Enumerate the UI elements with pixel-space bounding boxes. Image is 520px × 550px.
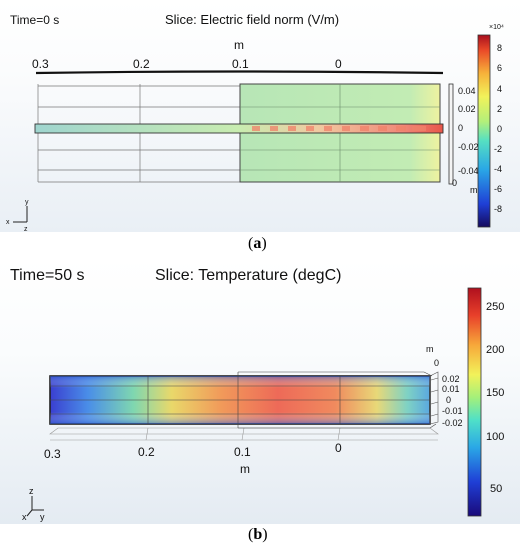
y-tick-label: 0.01 [442, 384, 460, 394]
colorbar-tick-label: -2 [494, 144, 502, 154]
colorbar-tick-label: -6 [494, 184, 502, 194]
colorbar-ticks: 250 200 150 100 50 [486, 301, 504, 495]
y-ticks: 0.02 0.01 0 -0.01 -0.02 [442, 374, 463, 428]
caption-b: (b) [248, 526, 268, 543]
triad-z-label: z [24, 226, 28, 232]
x-ticks: 0.3 0.2 0.1 0 [44, 441, 342, 461]
y-tick-label: -0.02 [458, 142, 479, 152]
time-label: Time=0 s [10, 13, 59, 27]
floor-grid [49, 427, 439, 441]
caption-letter: a [253, 235, 262, 252]
x-axis-unit: m [234, 38, 244, 52]
x-axis-line [35, 70, 444, 75]
x-axis-unit: m [240, 462, 250, 476]
x-tick-label: 0.3 [32, 57, 49, 71]
colorbar-tick-label: 100 [486, 431, 504, 443]
grid-lines [37, 84, 240, 183]
x-tick-label: 0 [335, 441, 342, 455]
figure-panel-b: Time=50 s Slice: Temperature (degC) [0, 258, 520, 524]
y-scale-bar [448, 83, 454, 185]
colorbar-tick-label: 250 [486, 301, 504, 313]
y-tick-label: 0 [446, 395, 451, 405]
colorbar-tick-label: 2 [497, 104, 502, 114]
colorbar-ticks: 8 6 4 2 0 -2 -4 -6 -8 [494, 43, 502, 214]
time-label: Time=50 s [10, 267, 85, 284]
colorbar [467, 287, 482, 517]
figure-panel-a: Time=0 s Slice: Electric field norm (V/m… [0, 0, 520, 232]
plot-title: Slice: Temperature (degC) [155, 267, 341, 284]
caption-letter: b [253, 526, 263, 543]
y-tick-label: 0.02 [442, 374, 460, 384]
triad-z-label: z [29, 486, 34, 496]
x-tick-label: 0 [335, 57, 342, 71]
y-tick-label: 0.02 [458, 104, 476, 114]
y-tick-label: -0.02 [442, 418, 463, 428]
triad-y-label: y [40, 512, 45, 522]
y-axis-unit: m [426, 344, 434, 354]
triad-x-label: x [22, 512, 27, 522]
x-tick-label: 0.1 [234, 445, 251, 459]
colorbar-tick-label: 150 [486, 387, 504, 399]
z-tick-label: 0 [452, 178, 457, 188]
waveguide [34, 123, 444, 134]
axis-triad-icon [26, 496, 44, 517]
colorbar-tick-label: 4 [497, 84, 502, 94]
y-tick-label: -0.04 [458, 166, 479, 176]
electric-field-plot: Time=0 s Slice: Electric field norm (V/m… [6, 12, 504, 232]
colorbar-tick-label: -4 [494, 164, 502, 174]
triad-x-label: x [6, 219, 10, 226]
z-tick-label: 0 [434, 358, 439, 368]
x-tick-label: 0.2 [133, 57, 150, 71]
x-tick-label: 0.2 [138, 445, 155, 459]
temperature-plot: Time=50 s Slice: Temperature (degC) [10, 267, 504, 522]
triad-y-label: y [25, 199, 29, 206]
side-scale [429, 371, 439, 425]
colorbar-tick-label: 8 [497, 43, 502, 53]
colorbar-tick-label: 6 [497, 63, 502, 73]
colorbar-exponent: ×10⁴ [489, 24, 504, 31]
plot-title: Slice: Electric field norm (V/m) [165, 12, 339, 27]
colorbar-tick-label: 50 [490, 483, 502, 495]
x-tick-label: 0.3 [44, 447, 61, 461]
y-tick-label: -0.01 [442, 406, 463, 416]
y-axis-unit: m [470, 185, 478, 195]
colorbar-tick-label: -8 [494, 204, 502, 214]
field-hotspots [252, 126, 426, 131]
colorbar [477, 34, 491, 228]
y-tick-label: 0 [458, 123, 463, 133]
x-tick-label: 0.1 [232, 57, 249, 71]
colorbar-tick-label: 0 [497, 124, 502, 134]
y-tick-label: 0.04 [458, 86, 476, 96]
axis-triad-icon [13, 206, 28, 223]
colorbar-tick-label: 200 [486, 344, 504, 356]
slab-grid [50, 371, 437, 429]
caption-a: (a) [248, 235, 267, 252]
